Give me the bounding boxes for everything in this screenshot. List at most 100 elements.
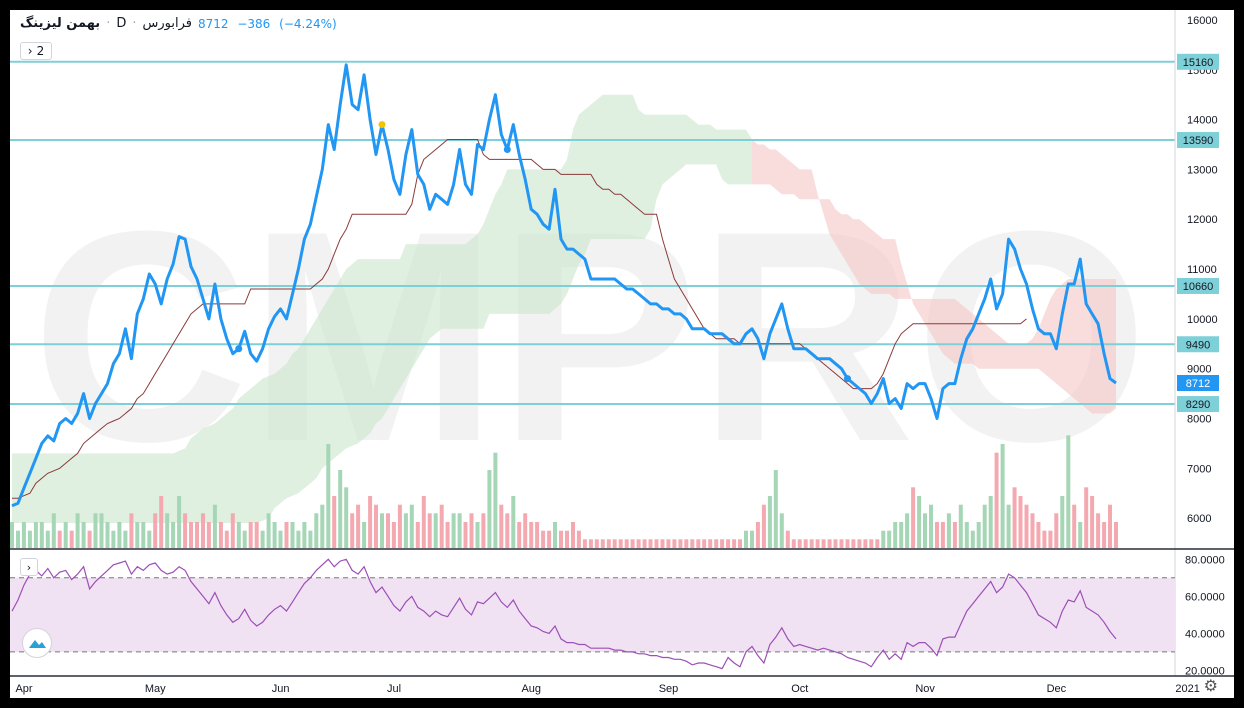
volume-bar (809, 539, 814, 548)
volume-bar (1108, 504, 1112, 548)
volume-bar (803, 539, 808, 548)
volume-bar (21, 522, 26, 548)
volume-bar (660, 539, 665, 548)
tradingview-logo-icon[interactable] (22, 628, 52, 658)
volume-bar (678, 539, 683, 548)
volume-bar (1042, 530, 1047, 548)
volume-bar (236, 522, 241, 548)
rsi-collapse-button[interactable]: › (20, 558, 38, 576)
volume-bar (165, 513, 170, 548)
price-line[interactable] (11, 63, 1117, 508)
volume-bar (81, 522, 86, 548)
volume-bar (362, 522, 367, 548)
volume-bar (582, 539, 587, 548)
volume-bar (571, 522, 575, 548)
volume-bar (159, 496, 164, 548)
signal-marker (235, 345, 243, 353)
volume-bar (1030, 513, 1035, 548)
time-tick-label: Jun (272, 683, 290, 695)
volume-bar (206, 522, 211, 548)
signal-marker (503, 145, 511, 153)
rsi-tick-label: 40.0000 (1185, 628, 1225, 640)
last-price: 8712 (197, 16, 229, 31)
time-tick-label: 2021 (1175, 683, 1199, 695)
time-tick-label: Aug (521, 683, 541, 695)
volume-bar (684, 539, 689, 548)
time-tick-label: Jul (387, 683, 401, 695)
volume-bar (988, 496, 993, 548)
collapse-indicators-button[interactable]: › 2 (20, 42, 52, 60)
volume-bar (493, 452, 498, 548)
volume-bar (254, 522, 259, 548)
volume-bar (421, 496, 426, 548)
volume-bar (857, 539, 862, 548)
volume-bar (1006, 504, 1011, 548)
volume-bar (935, 522, 939, 548)
volume-bar (982, 504, 987, 548)
volume-bar (565, 530, 569, 548)
volume-bar (833, 539, 838, 548)
volume-bar (195, 522, 199, 548)
volume-bar (612, 539, 617, 548)
price-tick-label: 9000 (1187, 364, 1211, 376)
volume-bar (135, 522, 140, 548)
price-tick-label: 13000 (1187, 164, 1218, 176)
volume-bar (391, 522, 396, 548)
volume-bar (278, 530, 283, 548)
volume-bar (141, 522, 146, 548)
time-tick-label: May (145, 683, 166, 695)
volume-bar (744, 530, 748, 548)
cloud-logo-icon (29, 640, 46, 648)
volume-bar (893, 522, 898, 548)
volume-bar (952, 522, 957, 548)
symbol-name[interactable]: بهمن لیزینگ (20, 16, 101, 31)
volume-bar (923, 513, 927, 548)
volume-bar (547, 530, 552, 548)
volume-bar (469, 513, 474, 548)
volume-bar (636, 539, 641, 548)
volume-bar (505, 513, 510, 548)
volume-bar (726, 539, 731, 548)
volume-bar (654, 539, 659, 548)
volume-bar (1084, 487, 1089, 548)
volume-bar (1102, 522, 1107, 548)
price-chart[interactable]: CMPRO60007000800090001000011000120001300… (10, 10, 1234, 698)
time-tick-label: Dec (1047, 683, 1067, 695)
volume-bar (475, 522, 480, 548)
volume-bar (732, 539, 737, 548)
volume-bar (797, 539, 802, 548)
rsi-line[interactable] (11, 558, 1117, 670)
volume-bar (242, 530, 247, 548)
volume-bar (779, 513, 784, 548)
price-tick-label: 11000 (1187, 264, 1217, 276)
interval[interactable]: D (116, 16, 127, 31)
level-price-label: 15160 (1183, 57, 1214, 69)
price-tick-label: 16000 (1187, 15, 1218, 27)
volume-bar (212, 504, 217, 548)
volume-bar (314, 513, 319, 548)
volume-bar (344, 487, 349, 548)
volume-bar (553, 522, 557, 548)
time-tick-label: Oct (791, 683, 808, 695)
volume-bar (618, 539, 623, 548)
volume-bar (755, 522, 760, 548)
volume-bar (851, 539, 856, 548)
volume-bar (45, 530, 50, 548)
volume-bar (642, 539, 647, 548)
signal-marker (843, 375, 851, 383)
volume-bar (863, 539, 868, 548)
time-tick-label: Sep (659, 683, 679, 695)
volume-bar (750, 530, 754, 548)
volume-bar (881, 530, 886, 548)
volume-bar (511, 496, 516, 548)
volume-bar (702, 539, 707, 548)
volume-bar (630, 539, 635, 548)
rsi-tick-label: 80.0000 (1185, 554, 1225, 566)
volume-bar (332, 496, 337, 548)
volume-bar (1036, 522, 1041, 548)
volume-bar (714, 539, 719, 548)
volume-bar (929, 504, 933, 548)
volume-bar (27, 530, 32, 548)
settings-gear-icon[interactable]: ⚙ (1203, 676, 1218, 695)
volume-bar (93, 513, 98, 548)
